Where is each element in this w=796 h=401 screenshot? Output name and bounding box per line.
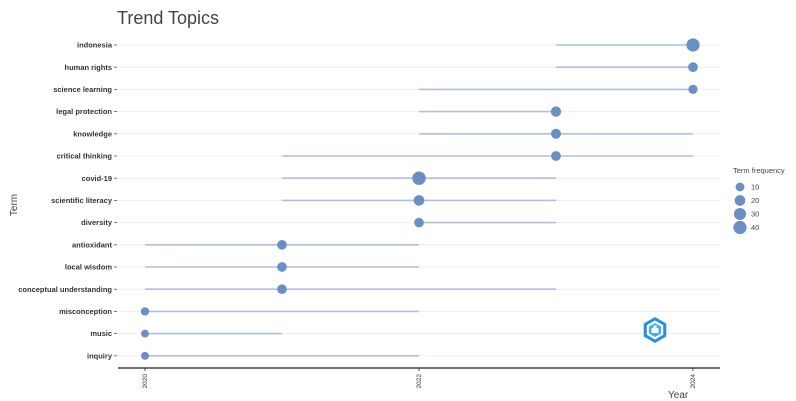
x-tick-label: 2024	[690, 374, 697, 389]
term-peak-point	[277, 262, 287, 272]
term-label: scientific literacy	[51, 196, 113, 205]
legend-entry-label: 40	[751, 223, 759, 232]
term-peak-point	[141, 329, 149, 338]
term-label: legal protection	[56, 107, 112, 116]
legend: Term frequency 10 20 30 40	[733, 166, 785, 235]
legend-size-point	[733, 207, 747, 221]
legend-size-point	[735, 182, 745, 192]
term-label: antioxidant	[72, 240, 113, 249]
term-peak-point	[140, 307, 150, 316]
term-peak-point	[414, 217, 424, 228]
term-peak-point	[413, 195, 425, 206]
bibliometrix-logo-icon	[643, 317, 667, 343]
term-labels: indonesia human rights science learning leg…	[18, 41, 117, 360]
y-axis-title: Term	[9, 194, 20, 216]
x-tick-label: 2022	[416, 374, 423, 389]
term-label: local wisdom	[65, 263, 112, 272]
term-peak-point	[412, 171, 426, 185]
term-peak-point	[551, 128, 561, 139]
legend-title: Term frequency	[733, 166, 785, 175]
term-peak-points	[140, 38, 700, 360]
legend-entry-label: 10	[751, 183, 759, 192]
term-label: indonesia	[77, 41, 113, 50]
term-label: critical thinking	[57, 152, 113, 161]
term-peak-point	[686, 38, 700, 52]
term-peak-point	[688, 62, 698, 73]
term-label: conceptual understanding	[18, 285, 112, 294]
term-label: misconception	[59, 307, 112, 316]
term-label: human rights	[64, 63, 112, 72]
term-label: diversity	[81, 218, 113, 227]
term-peak-point	[550, 106, 562, 117]
term-peak-point	[141, 351, 149, 360]
term-peak-point	[277, 284, 287, 295]
term-peak-point	[688, 84, 698, 95]
term-label: inquiry	[87, 351, 113, 360]
term-peak-point	[551, 151, 561, 161]
legend-size-point	[733, 220, 747, 235]
legend-entry-label: 30	[751, 210, 759, 219]
term-peak-point	[277, 239, 287, 250]
term-label: knowledge	[73, 129, 112, 138]
term-label: covid-19	[82, 174, 112, 183]
x-axis-title: Year	[668, 390, 689, 401]
chart-title: Trend Topics	[117, 8, 219, 28]
x-tick-label: 2020	[142, 374, 149, 389]
term-label: music	[90, 329, 112, 338]
legend-entry-label: 20	[751, 196, 759, 205]
term-label: science learning	[53, 85, 112, 94]
legend-size-point	[734, 195, 746, 206]
x-axis: 2020 2022 2024	[118, 367, 720, 389]
